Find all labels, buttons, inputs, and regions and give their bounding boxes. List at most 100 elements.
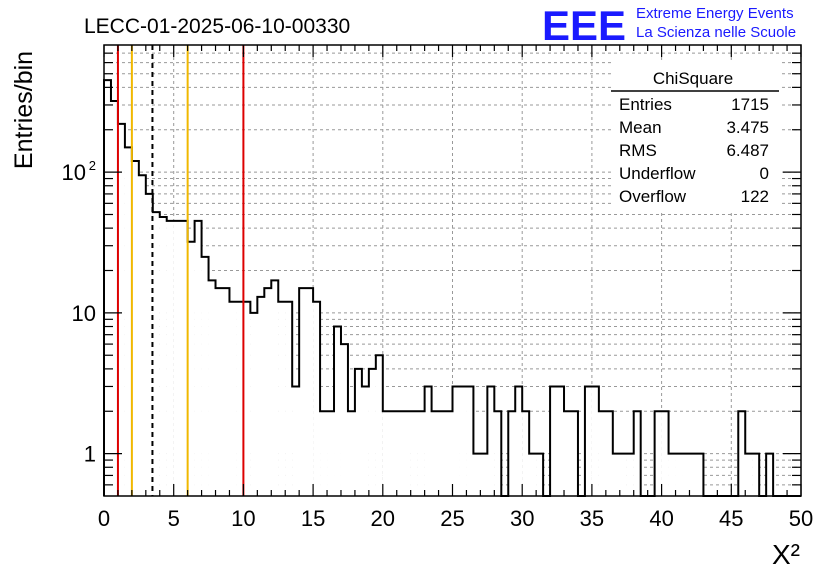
histogram-bar bbox=[459, 386, 467, 496]
histogram-bar bbox=[661, 411, 669, 496]
histogram-bar bbox=[494, 411, 502, 496]
histogram-bar bbox=[612, 453, 620, 496]
histogram-bar bbox=[375, 355, 383, 496]
histogram-bar bbox=[626, 453, 634, 496]
histogram-bar bbox=[131, 160, 139, 496]
y-axis-label: Entries/bin bbox=[10, 51, 38, 169]
stats-box-title: ChiSquare bbox=[653, 69, 733, 88]
x-tick-label: 20 bbox=[371, 506, 395, 531]
histogram-bar bbox=[159, 216, 167, 496]
histogram-bar bbox=[194, 220, 202, 496]
histogram-bar bbox=[473, 453, 481, 496]
histogram-bar bbox=[229, 301, 237, 496]
eee-logo-text: EEE bbox=[542, 2, 626, 49]
histogram-bar bbox=[117, 123, 125, 496]
histogram-bar bbox=[250, 312, 258, 496]
reference-lines bbox=[116, 45, 245, 496]
histogram-bar bbox=[745, 453, 753, 496]
histogram-bar bbox=[550, 386, 558, 496]
stats-label: Entries bbox=[619, 95, 672, 114]
histogram-bar bbox=[766, 453, 774, 496]
histogram-bar bbox=[124, 147, 132, 496]
y-tick-label: 10 bbox=[72, 301, 96, 326]
histogram-bar bbox=[417, 411, 425, 496]
stats-box-background bbox=[611, 60, 779, 210]
histogram-bar bbox=[689, 453, 697, 496]
x-tick-label: 35 bbox=[580, 506, 604, 531]
histogram-bar bbox=[347, 411, 355, 496]
stats-box: ChiSquare Entries 1715 Mean 3.475 RMS 6.… bbox=[611, 60, 779, 210]
histogram-bar bbox=[292, 386, 300, 496]
histogram-bar bbox=[487, 386, 495, 496]
histogram-bar bbox=[696, 453, 704, 496]
histogram-bar bbox=[306, 288, 314, 496]
x-tick-label: 45 bbox=[719, 506, 743, 531]
histogram-bar bbox=[591, 386, 599, 496]
x-tick-label: 25 bbox=[440, 506, 464, 531]
histogram-bar bbox=[257, 296, 265, 496]
y-tick-label-exponent: 2 bbox=[89, 158, 96, 173]
histogram-bar bbox=[327, 411, 335, 496]
histogram-bar bbox=[431, 411, 439, 496]
histogram-bar bbox=[264, 288, 272, 496]
histogram-bars bbox=[103, 79, 801, 497]
y-tick-label: 10 bbox=[62, 160, 86, 185]
histogram-bar bbox=[354, 368, 362, 496]
x-tick-label: 30 bbox=[510, 506, 534, 531]
histogram-bar bbox=[152, 212, 160, 496]
x-axis-label: X² bbox=[772, 539, 800, 570]
histogram-bar bbox=[452, 386, 460, 496]
histogram-bar bbox=[361, 386, 369, 496]
histogram-bar bbox=[110, 101, 118, 497]
histogram-bar bbox=[201, 256, 209, 496]
histogram-bar bbox=[145, 193, 153, 496]
histogram-bar bbox=[480, 453, 488, 496]
histogram-bar bbox=[382, 411, 390, 496]
histogram-bar bbox=[340, 344, 348, 496]
histogram-bar bbox=[508, 411, 516, 496]
histogram-bar bbox=[466, 386, 474, 496]
histogram-bar bbox=[564, 411, 571, 496]
histogram-bar bbox=[752, 453, 760, 496]
stats-value: 3.475 bbox=[726, 118, 769, 137]
histogram-bar bbox=[166, 220, 174, 496]
histogram-bar bbox=[536, 453, 544, 496]
histogram-bar bbox=[424, 386, 432, 496]
histogram-bar bbox=[313, 301, 321, 496]
histogram-bar bbox=[682, 453, 690, 496]
histogram-bar bbox=[243, 301, 251, 496]
histogram-bar bbox=[619, 453, 627, 496]
histogram-bar bbox=[236, 301, 244, 496]
logo-line-2: La Scienza nelle Scuole bbox=[636, 24, 796, 41]
histogram-bar bbox=[675, 453, 683, 496]
x-tick-label: 0 bbox=[98, 506, 110, 531]
histogram-bar bbox=[668, 453, 676, 496]
histogram-bar bbox=[598, 411, 606, 496]
histogram-bar bbox=[271, 280, 279, 496]
stats-label: RMS bbox=[619, 141, 657, 160]
histogram-bar bbox=[320, 411, 328, 496]
eee-logo: EEE Extreme Energy Events La Scienza nel… bbox=[542, 2, 796, 49]
histogram-bar bbox=[215, 288, 223, 496]
histogram-bar bbox=[529, 453, 537, 496]
stats-value: 1715 bbox=[731, 95, 769, 114]
stats-value: 6.487 bbox=[726, 141, 769, 160]
histogram-bar bbox=[389, 411, 397, 496]
y-tick-label: 1 bbox=[84, 442, 96, 467]
stats-label: Mean bbox=[619, 118, 662, 137]
stats-value: 0 bbox=[760, 164, 769, 183]
histogram-bar bbox=[208, 280, 216, 496]
histogram-bar bbox=[738, 411, 746, 496]
histogram-outline bbox=[103, 79, 801, 497]
histogram-bar bbox=[285, 301, 293, 496]
histogram-bar bbox=[445, 411, 453, 496]
histogram-bar bbox=[187, 241, 195, 496]
histogram-bar bbox=[222, 288, 230, 496]
histogram-bar bbox=[522, 411, 530, 496]
histogram-bar bbox=[654, 411, 662, 496]
histogram-bar bbox=[299, 288, 307, 496]
histogram-bar bbox=[438, 411, 446, 496]
